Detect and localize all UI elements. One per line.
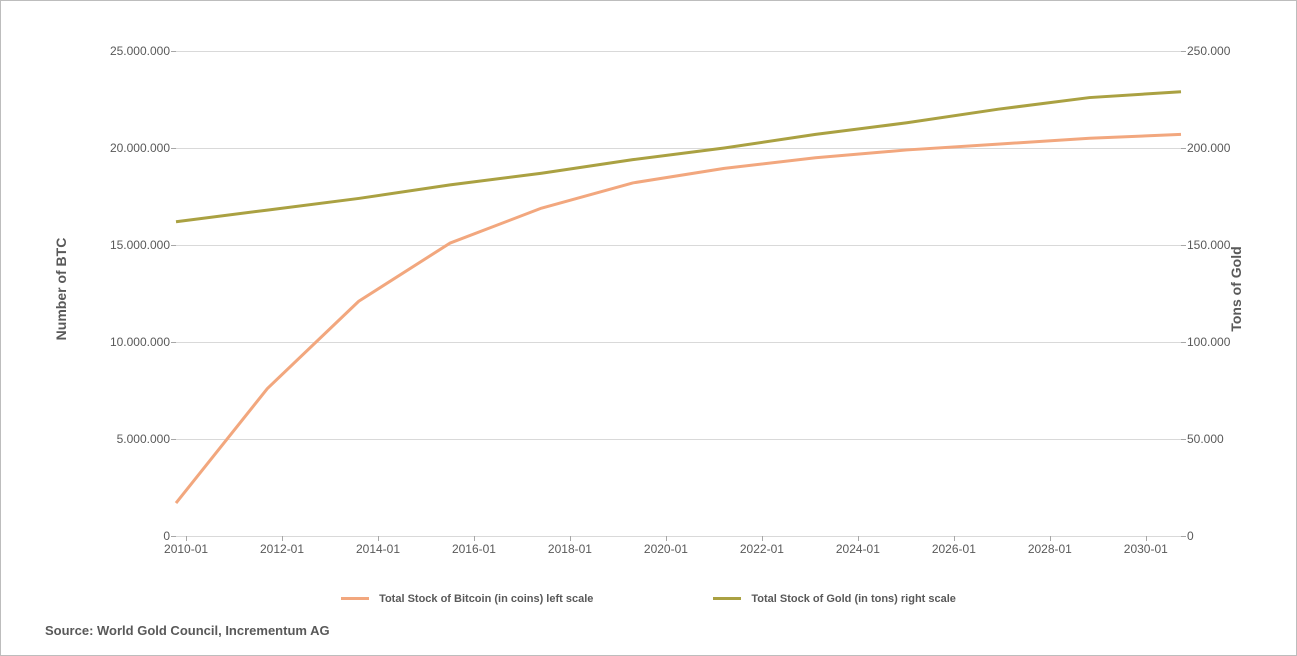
plot-area: 05.000.00010.000.00015.000.00020.000.000… — [176, 51, 1181, 536]
y-left-tick-label: 5.000.000 — [117, 432, 170, 446]
y-right-tick-label: 0 — [1187, 529, 1194, 543]
y-right-tick-label: 50.000 — [1187, 432, 1224, 446]
x-tick-label: 2012-01 — [260, 542, 304, 556]
x-tick-label: 2014-01 — [356, 542, 400, 556]
x-tick-label: 2018-01 — [548, 542, 592, 556]
x-tick-label: 2020-01 — [644, 542, 688, 556]
y-left-tick-label: 10.000.000 — [110, 335, 170, 349]
x-tick-label: 2016-01 — [452, 542, 496, 556]
y-axis-left-title: Number of BTC — [53, 209, 69, 369]
y-left-tick-label: 15.000.000 — [110, 238, 170, 252]
x-tick-label: 2010-01 — [164, 542, 208, 556]
legend: Total Stock of Bitcoin (in coins) left s… — [1, 591, 1296, 605]
gridline — [176, 536, 1181, 537]
x-tick-label: 2026-01 — [932, 542, 976, 556]
legend-swatch — [341, 597, 369, 600]
y-right-tick-label: 250.000 — [1187, 44, 1230, 58]
y-right-tick-label: 200.000 — [1187, 141, 1230, 155]
y-left-tick-label: 0 — [163, 529, 170, 543]
y-left-tick-label: 20.000.000 — [110, 141, 170, 155]
chart-container: Number of BTC Tons of Gold 05.000.00010.… — [0, 0, 1297, 656]
y-right-tick-label: 100.000 — [1187, 335, 1230, 349]
series-line — [176, 92, 1181, 222]
y-left-tick-label: 25.000.000 — [110, 44, 170, 58]
y-right-tick-label: 150.000 — [1187, 238, 1230, 252]
lines-layer — [176, 51, 1181, 536]
legend-item: Total Stock of Gold (in tons) right scal… — [713, 593, 956, 605]
x-tick-label: 2024-01 — [836, 542, 880, 556]
legend-label: Total Stock of Bitcoin (in coins) left s… — [379, 593, 593, 605]
legend-item: Total Stock of Bitcoin (in coins) left s… — [341, 593, 593, 605]
series-line — [176, 134, 1181, 503]
x-tick-label: 2028-01 — [1028, 542, 1072, 556]
source-text: Source: World Gold Council, Incrementum … — [45, 623, 330, 638]
y-axis-right-title: Tons of Gold — [1228, 209, 1244, 369]
x-tick-label: 2022-01 — [740, 542, 784, 556]
x-tick-label: 2030-01 — [1124, 542, 1168, 556]
legend-swatch — [713, 597, 741, 600]
legend-label: Total Stock of Gold (in tons) right scal… — [751, 593, 956, 605]
